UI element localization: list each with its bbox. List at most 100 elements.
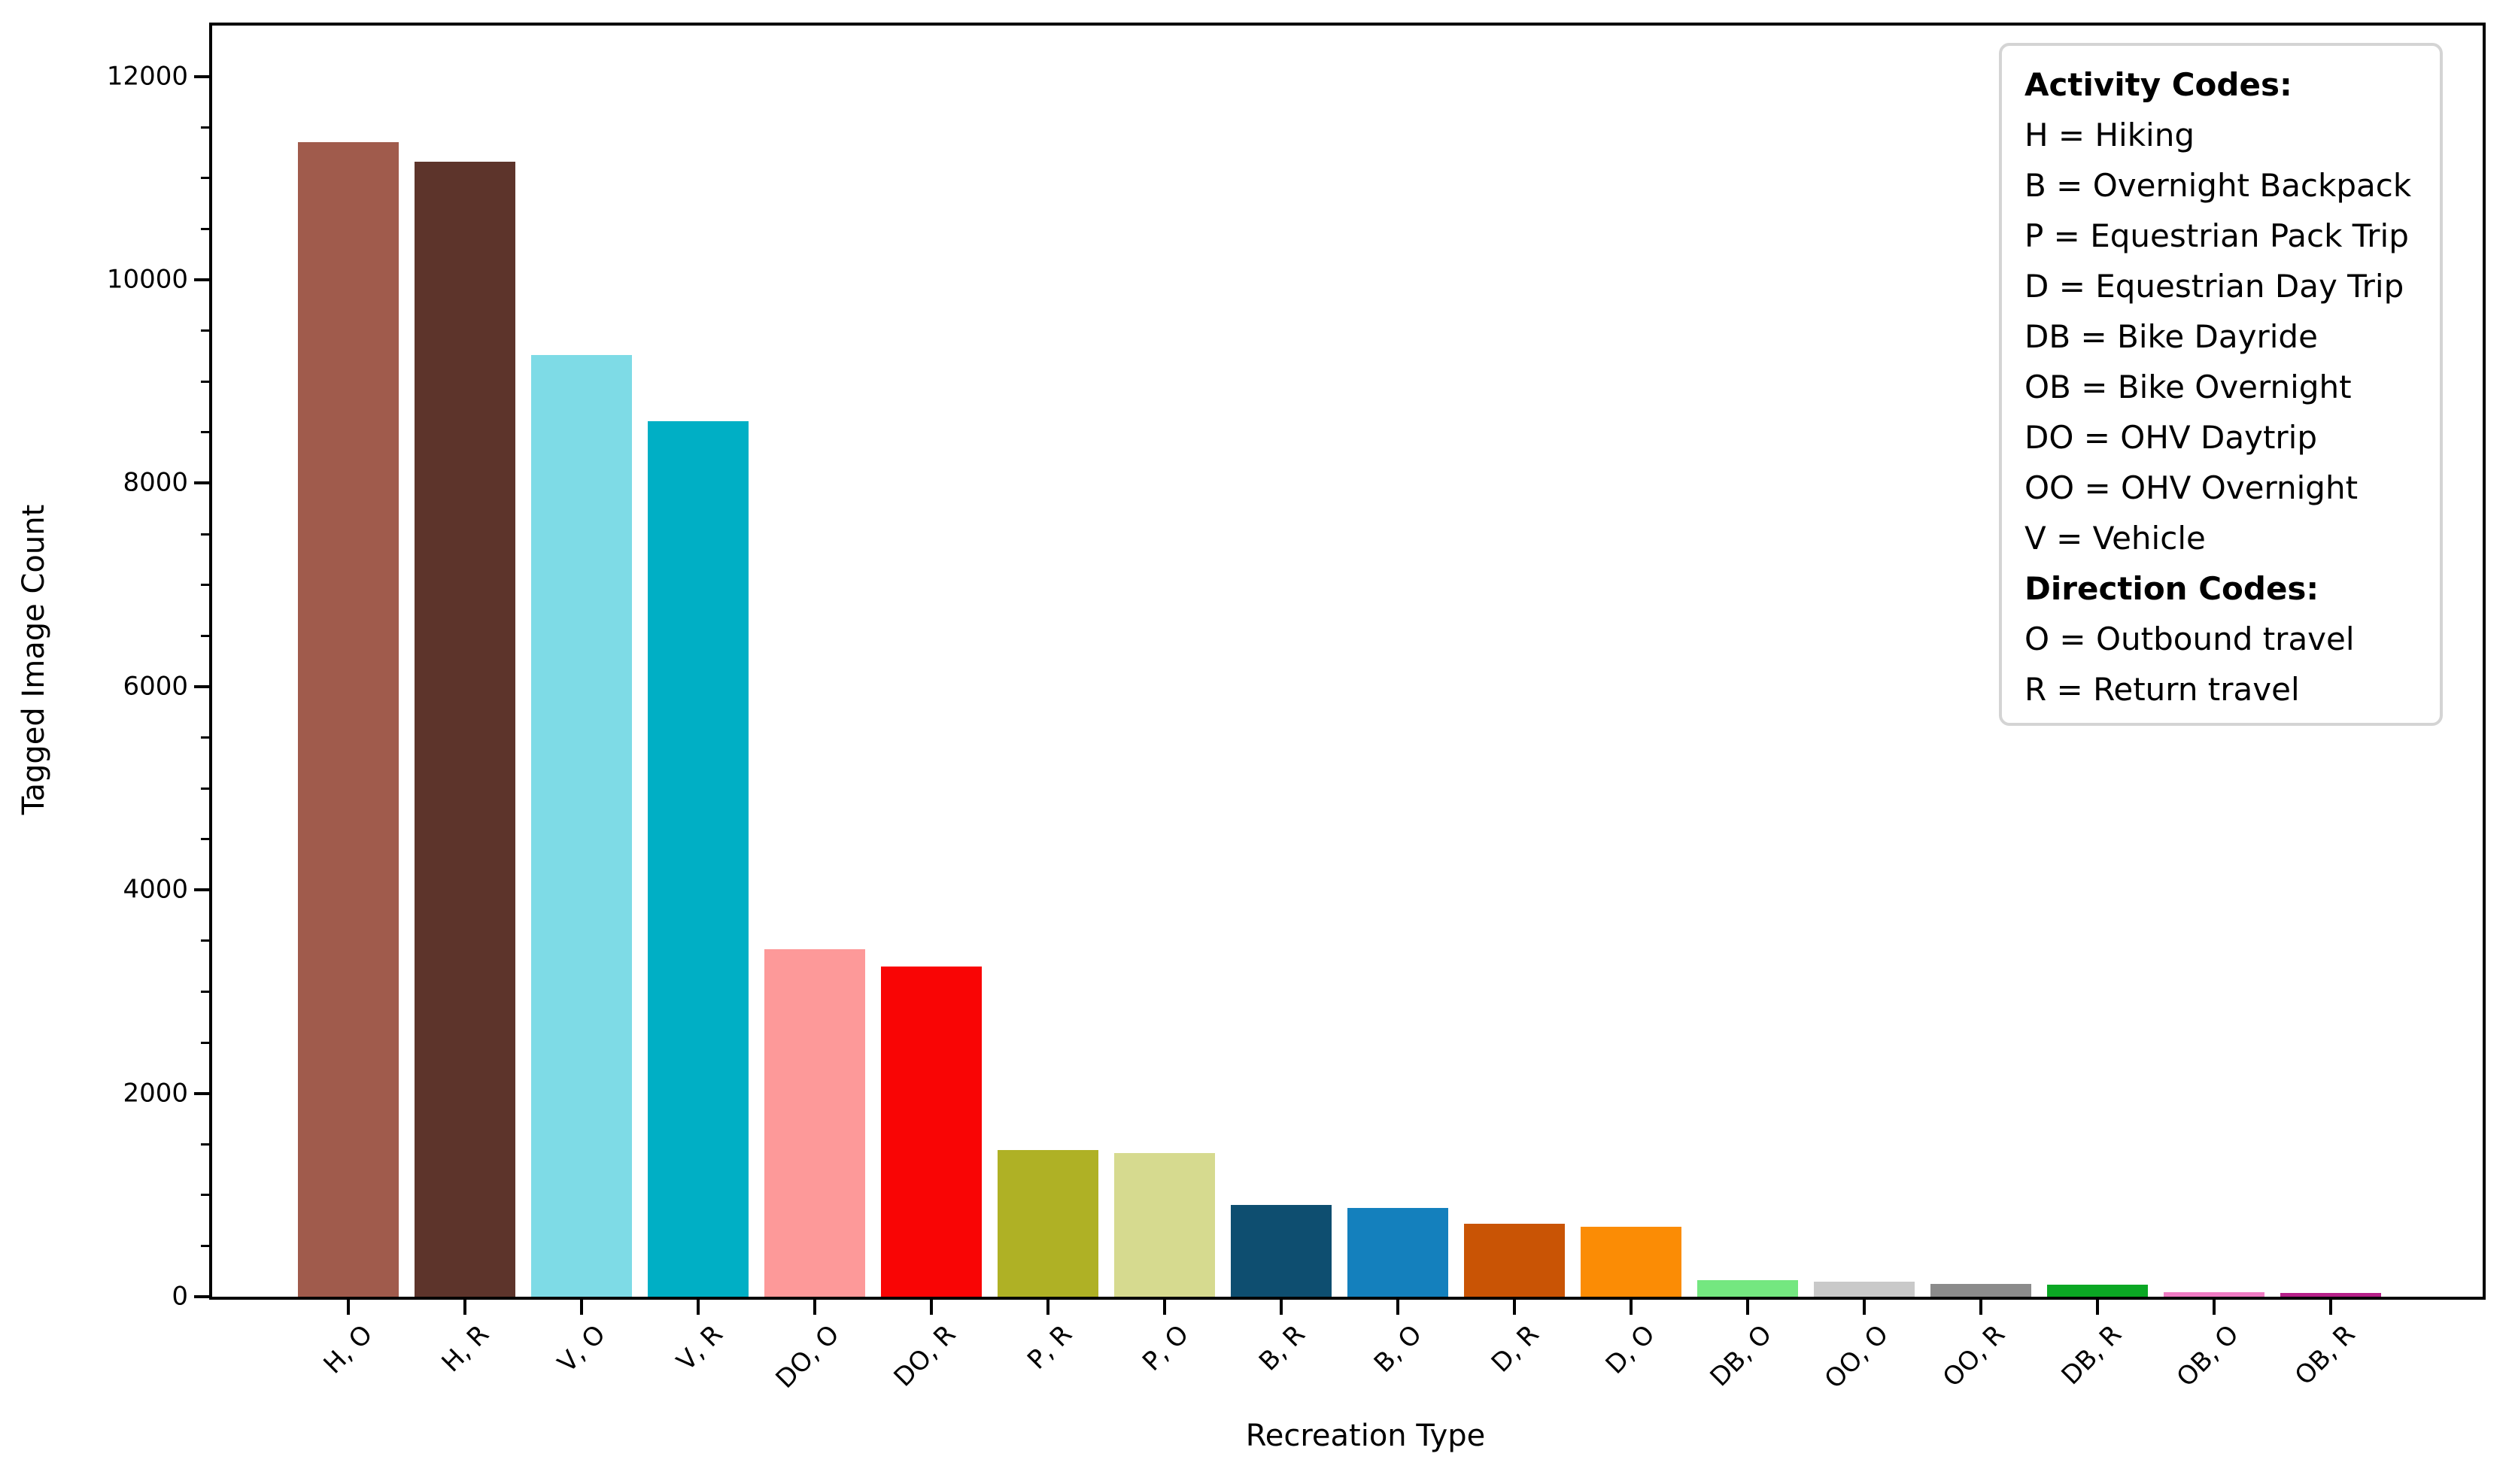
bar-b-o xyxy=(1347,1208,1448,1297)
x-tick-label: DB, O xyxy=(1704,1319,1778,1393)
y-tick-label: 6000 xyxy=(123,671,188,702)
legend-entry: DB = Bike Dayride xyxy=(2024,318,2318,355)
legend-entry: R = Return travel xyxy=(2024,671,2300,708)
y-tick-major xyxy=(194,1091,209,1095)
bar-ob-r xyxy=(2280,1293,2381,1297)
x-tick-label: B, R xyxy=(1253,1319,1312,1377)
x-tick-label: OB, O xyxy=(2170,1319,2245,1393)
y-tick-label: 2000 xyxy=(123,1077,188,1108)
x-tick xyxy=(580,1300,583,1315)
legend-entry: P = Equestrian Pack Trip xyxy=(2024,217,2409,254)
y-tick-major xyxy=(194,684,209,688)
bar-db-r xyxy=(2047,1285,2148,1297)
x-tick xyxy=(1396,1300,1399,1315)
y-tick-minor xyxy=(201,838,209,841)
y-tick-minor xyxy=(201,736,209,739)
bar-v-o xyxy=(531,355,632,1297)
y-tick-major xyxy=(194,1295,209,1298)
y-tick-label: 10000 xyxy=(106,264,188,295)
y-tick-minor xyxy=(201,1041,209,1044)
bar-oo-r xyxy=(1930,1284,2031,1297)
legend-box: Activity Codes: H = Hiking B = Overnight B… xyxy=(1999,43,2443,726)
y-tick-minor xyxy=(201,939,209,942)
legend-entry: V = Vehicle xyxy=(2024,520,2206,557)
bar-do-o xyxy=(764,949,865,1297)
x-tick-label: OO, R xyxy=(1937,1319,2012,1394)
x-tick xyxy=(1746,1300,1749,1315)
x-tick xyxy=(1046,1300,1049,1315)
y-tick-minor xyxy=(201,634,209,637)
x-axis-title: Recreation Type xyxy=(1245,1419,1486,1453)
x-tick-label: DB, R xyxy=(2055,1319,2128,1391)
y-tick-minor xyxy=(201,126,209,129)
x-tick xyxy=(2096,1300,2099,1315)
y-tick-minor xyxy=(201,1194,209,1197)
bar-d-o xyxy=(1581,1227,1681,1297)
y-tick-minor xyxy=(201,584,209,587)
x-tick-label: D, R xyxy=(1485,1319,1545,1379)
bar-do-r xyxy=(881,967,982,1297)
y-tick-minor xyxy=(201,787,209,790)
x-tick xyxy=(813,1300,816,1315)
legend-entry: H = Hiking xyxy=(2024,117,2195,153)
y-tick-major xyxy=(194,74,209,78)
legend-entry: O = Outbound travel xyxy=(2024,621,2355,657)
y-tick-major xyxy=(194,888,209,892)
legend-entry: OB = Bike Overnight xyxy=(2024,369,2352,405)
y-tick-label: 8000 xyxy=(123,467,188,498)
x-tick-label: P, O xyxy=(1137,1319,1195,1377)
x-tick-label: V, O xyxy=(552,1319,612,1379)
bar-v-r xyxy=(648,421,749,1297)
y-tick-minor xyxy=(201,380,209,383)
y-tick-minor xyxy=(201,431,209,434)
x-tick xyxy=(1513,1300,1516,1315)
y-tick-minor xyxy=(201,1143,209,1146)
y-tick-major xyxy=(194,278,209,281)
x-tick xyxy=(697,1300,700,1315)
x-tick xyxy=(930,1300,933,1315)
x-tick xyxy=(463,1300,466,1315)
y-tick-minor xyxy=(201,329,209,332)
legend-entry: D = Equestrian Day Trip xyxy=(2024,268,2404,305)
bar-h-r xyxy=(415,162,515,1297)
y-tick-minor xyxy=(201,177,209,180)
x-tick-label: OB, R xyxy=(2289,1319,2362,1391)
x-tick xyxy=(2213,1300,2216,1315)
y-tick-minor xyxy=(201,227,209,230)
x-tick xyxy=(1163,1300,1166,1315)
legend-entry: OO = OHV Overnight xyxy=(2024,469,2359,506)
y-tick-label: 0 xyxy=(172,1281,188,1312)
bar-p-o xyxy=(1114,1153,1215,1297)
bar-b-r xyxy=(1231,1205,1332,1297)
bar-oo-o xyxy=(1814,1282,1915,1297)
bar-db-o xyxy=(1697,1280,1798,1297)
x-tick-label: DO, O xyxy=(770,1319,846,1394)
bar-h-o xyxy=(298,142,399,1297)
bar-p-r xyxy=(998,1150,1098,1297)
y-axis-title: Tagged Image Count xyxy=(17,504,51,815)
bar-ob-o xyxy=(2164,1292,2264,1297)
x-tick xyxy=(1280,1300,1283,1315)
y-tick-label: 12000 xyxy=(106,60,188,91)
x-tick-label: H, O xyxy=(317,1319,379,1380)
x-tick xyxy=(1979,1300,1982,1315)
x-tick xyxy=(1630,1300,1633,1315)
legend-entry: DO = OHV Daytrip xyxy=(2024,419,2318,456)
x-tick-label: DO, R xyxy=(888,1319,962,1393)
x-tick-label: OO, O xyxy=(1818,1319,1895,1395)
x-tick-label: H, R xyxy=(436,1319,496,1379)
x-tick-label: V, R xyxy=(670,1319,729,1377)
x-tick xyxy=(2329,1300,2332,1315)
x-tick xyxy=(347,1300,350,1315)
y-tick-minor xyxy=(201,533,209,536)
x-tick-label: D, O xyxy=(1600,1319,1662,1380)
y-tick-minor xyxy=(201,1244,209,1247)
y-tick-minor xyxy=(201,990,209,993)
legend-section-title: Direction Codes: xyxy=(2024,570,2319,607)
y-tick-label: 4000 xyxy=(123,874,188,905)
legend-section-title: Activity Codes: xyxy=(2024,66,2292,103)
x-tick-label: B, O xyxy=(1368,1319,1429,1379)
legend-entry: B = Overnight Backpack xyxy=(2024,167,2412,204)
bar-d-r xyxy=(1464,1224,1565,1297)
